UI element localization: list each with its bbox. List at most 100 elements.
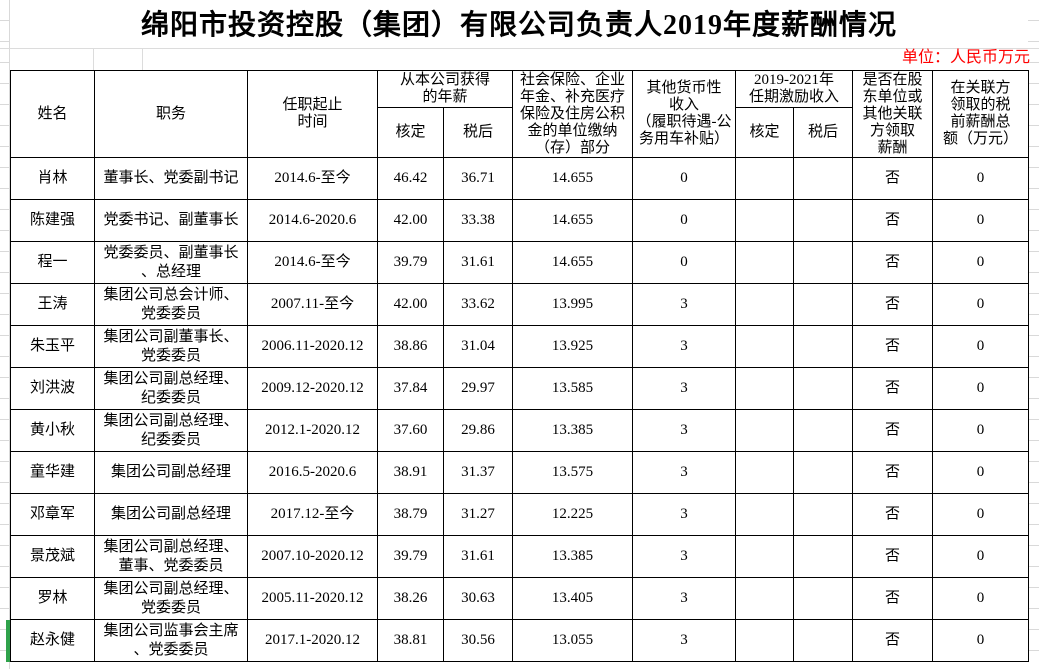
col-header-related-party: 是否在股 东单位或 其他关联 方领取 薪酬 xyxy=(852,70,934,158)
col-header-other-income: 其他货币性 收入 （履职待遇-公 务用车补贴） xyxy=(632,70,737,158)
cell-other-income: 3 xyxy=(632,283,737,326)
cell-incentive-approved xyxy=(735,367,795,410)
table-row: 肖林 董事长、党委副书记 2014.6-至今 46.42 36.71 14.65… xyxy=(10,157,1030,200)
cell-related-amount: 0 xyxy=(932,493,1030,536)
cell-related-party: 否 xyxy=(852,535,934,578)
cell-salary-after-tax: 31.61 xyxy=(442,241,514,284)
cell-salary-approved: 38.79 xyxy=(377,493,444,536)
salary-table: 姓名 职务 任职起止 时间 从本公司获得 的年薪 社会保险、企业 年金、补充医疗… xyxy=(10,70,1030,662)
cell-insurance: 13.385 xyxy=(512,535,634,578)
cell-related-party: 否 xyxy=(852,199,934,242)
table-row: 景茂斌 集团公司副总经理、 董事、党委委员 2007.10-2020.12 39… xyxy=(10,535,1030,578)
cell-incentive-after-tax xyxy=(793,325,854,368)
cell-related-party: 否 xyxy=(852,493,934,536)
cell-insurance: 13.385 xyxy=(512,409,634,452)
sheet-gridline-horizontal xyxy=(0,48,1039,49)
cell-name: 陈建强 xyxy=(10,199,95,242)
cell-term: 2005.11-2020.12 xyxy=(247,577,378,620)
cell-salary-after-tax: 30.56 xyxy=(442,619,514,662)
cell-salary-after-tax: 29.97 xyxy=(442,367,514,410)
cell-related-party: 否 xyxy=(852,241,934,284)
cell-insurance: 13.925 xyxy=(512,325,634,368)
table-row: 赵永健 集团公司监事会主席 、党委委员 2017.1-2020.12 38.81… xyxy=(10,619,1030,662)
cell-insurance: 13.575 xyxy=(512,451,634,494)
cell-incentive-approved xyxy=(735,283,795,326)
col-header-insurance: 社会保险、企业 年金、补充医疗 保险及住房公积 金的单位缴纳 （存）部分 xyxy=(512,70,634,158)
cell-salary-approved: 39.79 xyxy=(377,241,444,284)
cell-position: 集团公司副总经理 xyxy=(94,493,248,536)
table-row: 黄小秋 集团公司副总经理、 纪委委员 2012.1-2020.12 37.60 … xyxy=(10,409,1030,452)
cell-term: 2017.12-至今 xyxy=(247,493,378,536)
header-row-2: 核定 税后 核定 税后 xyxy=(11,107,1029,158)
cell-incentive-after-tax xyxy=(793,367,854,410)
col-header-incentive-approved: 核定 xyxy=(735,107,795,158)
cell-incentive-after-tax xyxy=(793,283,854,326)
cell-related-party: 否 xyxy=(852,451,934,494)
cell-salary-after-tax: 31.04 xyxy=(442,325,514,368)
cell-position: 集团公司副总经理、 纪委委员 xyxy=(94,409,248,452)
cell-salary-after-tax: 31.61 xyxy=(442,535,514,578)
cell-insurance: 13.405 xyxy=(512,577,634,620)
cell-related-amount: 0 xyxy=(932,367,1030,410)
col-header-incentive-after-tax: 税后 xyxy=(793,107,854,158)
cell-related-party: 否 xyxy=(852,367,934,410)
cell-salary-after-tax: 29.86 xyxy=(442,409,514,452)
cell-related-amount: 0 xyxy=(932,325,1030,368)
cell-term: 2014.6-至今 xyxy=(247,241,378,284)
col-header-salary-approved: 核定 xyxy=(377,107,444,158)
cell-insurance: 12.225 xyxy=(512,493,634,536)
sheet-gridline-vertical xyxy=(93,48,94,70)
cell-term: 2014.6-至今 xyxy=(247,157,378,200)
cell-related-party: 否 xyxy=(852,577,934,620)
table-row: 朱玉平 集团公司副董事长、 党委委员 2006.11-2020.12 38.86… xyxy=(10,325,1030,368)
cell-incentive-after-tax xyxy=(793,199,854,242)
cell-salary-approved: 42.00 xyxy=(377,199,444,242)
cell-incentive-after-tax xyxy=(793,577,854,620)
cell-name: 景茂斌 xyxy=(10,535,95,578)
sheet-gridline-vertical xyxy=(142,48,143,70)
cell-incentive-approved xyxy=(735,577,795,620)
cell-position: 集团公司副总经理 xyxy=(94,451,248,494)
cell-name: 邓章军 xyxy=(10,493,95,536)
cell-incentive-approved xyxy=(735,451,795,494)
cell-incentive-approved xyxy=(735,535,795,578)
row-selection-marker xyxy=(6,620,10,662)
cell-insurance: 13.585 xyxy=(512,367,634,410)
cell-salary-after-tax: 31.37 xyxy=(442,451,514,494)
cell-other-income: 0 xyxy=(632,157,737,200)
cell-incentive-after-tax xyxy=(793,535,854,578)
cell-name: 朱玉平 xyxy=(10,325,95,368)
col-header-term: 任职起止 时间 xyxy=(247,70,378,158)
col-header-position: 职务 xyxy=(94,70,248,158)
cell-other-income: 0 xyxy=(632,241,737,284)
table-row: 程一 党委委员、副董事长 、总经理 2014.6-至今 39.79 31.61 … xyxy=(10,241,1030,284)
cell-incentive-approved xyxy=(735,493,795,536)
cell-name: 黄小秋 xyxy=(10,409,95,452)
cell-incentive-approved xyxy=(735,619,795,662)
col-header-incentive-group: 2019-2021年 任期激励收入 xyxy=(735,70,854,108)
cell-position: 集团公司总会计师、 党委委员 xyxy=(94,283,248,326)
cell-salary-after-tax: 31.27 xyxy=(442,493,514,536)
cell-term: 2006.11-2020.12 xyxy=(247,325,378,368)
cell-related-amount: 0 xyxy=(932,577,1030,620)
cell-other-income: 3 xyxy=(632,367,737,410)
cell-position: 董事长、党委副书记 xyxy=(94,157,248,200)
cell-other-income: 3 xyxy=(632,619,737,662)
sheet-right-margin xyxy=(1028,0,1039,669)
table-row: 陈建强 党委书记、副董事长 2014.6-2020.6 42.00 33.38 … xyxy=(10,199,1030,242)
cell-name: 罗林 xyxy=(10,577,95,620)
cell-incentive-after-tax xyxy=(793,619,854,662)
cell-term: 2012.1-2020.12 xyxy=(247,409,378,452)
cell-term: 2007.10-2020.12 xyxy=(247,535,378,578)
cell-related-party: 否 xyxy=(852,157,934,200)
cell-term: 2009.12-2020.12 xyxy=(247,367,378,410)
cell-salary-approved: 39.79 xyxy=(377,535,444,578)
cell-salary-approved: 37.84 xyxy=(377,367,444,410)
cell-other-income: 3 xyxy=(632,451,737,494)
cell-other-income: 3 xyxy=(632,409,737,452)
table-row: 邓章军 集团公司副总经理 2017.12-至今 38.79 31.27 12.2… xyxy=(10,493,1030,536)
cell-related-amount: 0 xyxy=(932,535,1030,578)
cell-salary-after-tax: 33.38 xyxy=(442,199,514,242)
cell-other-income: 0 xyxy=(632,199,737,242)
